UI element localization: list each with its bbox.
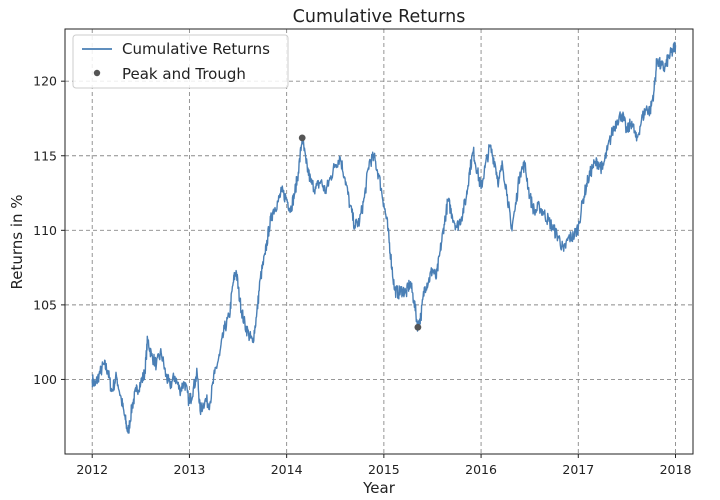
series-layer — [91, 41, 677, 434]
x-tick-label: 2016 — [465, 462, 497, 477]
x-axis: 2012 2013 2014 2015 2016 2017 2018 — [76, 454, 691, 477]
legend-label-peak-and-trough: Peak and Trough — [122, 65, 246, 83]
x-axis-label: Year — [362, 479, 396, 497]
x-tick-label: 2014 — [271, 462, 303, 477]
y-tick-label: 100 — [33, 372, 57, 387]
y-tick-label: 120 — [33, 74, 57, 89]
plot-frame — [64, 28, 694, 455]
y-axis-label: Returns in % — [8, 194, 26, 289]
series-line-cumulative-returns — [91, 41, 677, 434]
y-axis: 100 105 110 115 120 — [33, 74, 65, 387]
x-tick-label: 2015 — [368, 462, 400, 477]
peak-marker — [298, 134, 306, 142]
x-tick-label: 2017 — [562, 462, 594, 477]
legend: Cumulative Returns Peak and Trough — [72, 34, 289, 89]
legend-label-cumulative-returns: Cumulative Returns — [122, 40, 270, 58]
y-tick-label: 115 — [33, 148, 57, 163]
x-tick-label: 2018 — [660, 462, 692, 477]
x-tick-label: 2013 — [174, 462, 206, 477]
legend-marker-swatch — [93, 69, 101, 77]
chart-title: Cumulative Returns — [293, 7, 466, 27]
plot-background — [65, 29, 693, 454]
y-tick-label: 110 — [33, 223, 57, 238]
grid — [65, 29, 693, 454]
legend-box — [72, 34, 289, 89]
y-tick-label: 105 — [33, 297, 57, 312]
x-tick-label: 2012 — [76, 462, 108, 477]
trough-marker — [414, 323, 422, 331]
